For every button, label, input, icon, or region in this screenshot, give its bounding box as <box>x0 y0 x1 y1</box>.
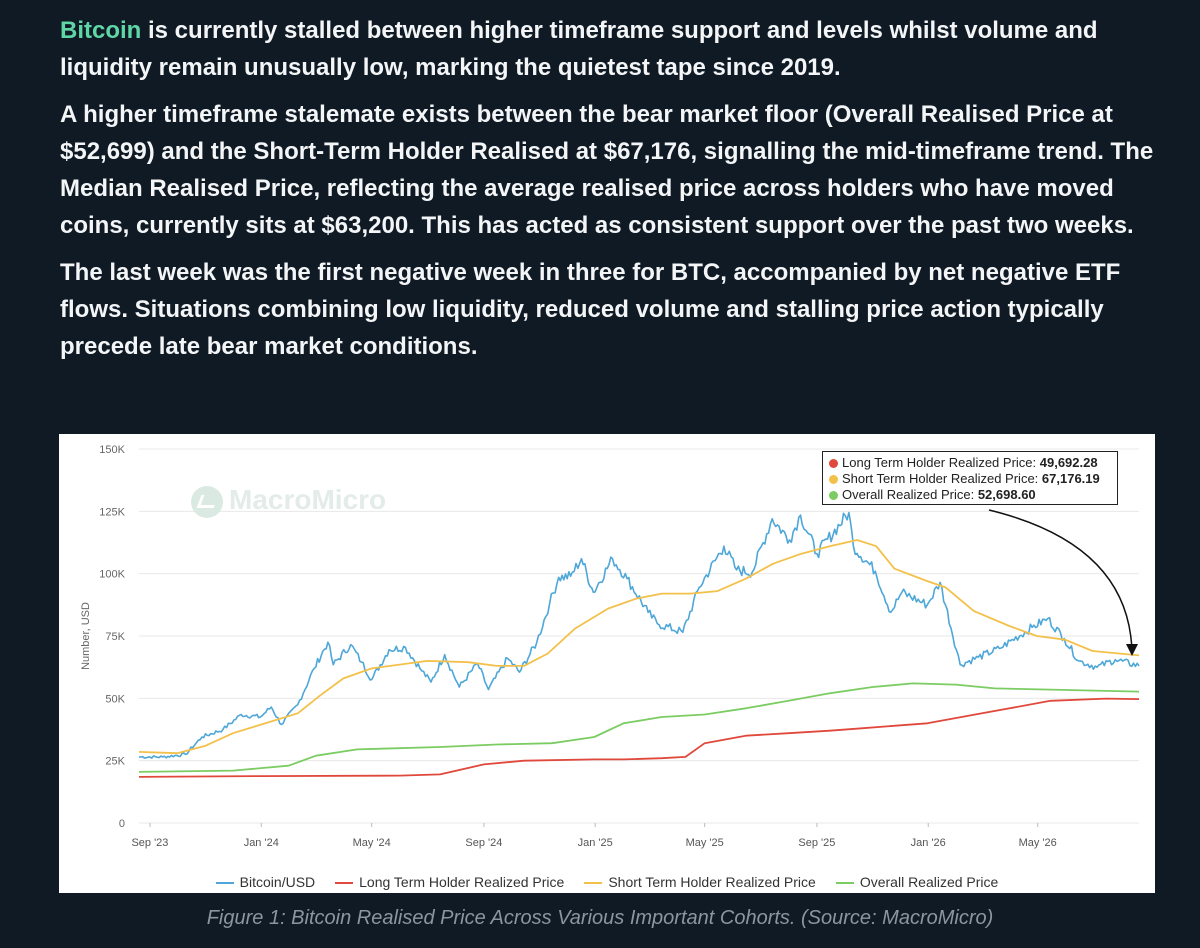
legend-item[interactable]: Long Term Holder Realized Price <box>335 874 564 890</box>
x-tick-label: Sep '24 <box>465 837 502 849</box>
paragraph-2: A higher timeframe stalemate exists betw… <box>60 101 1154 239</box>
tooltip-dot <box>829 459 838 468</box>
legend-swatch <box>215 882 234 885</box>
legend-label: Overall Realized Price <box>859 874 999 890</box>
x-tick-label: Sep '23 <box>131 837 168 849</box>
figure-caption: Figure 1: Bitcoin Realised Price Across … <box>206 907 994 929</box>
x-tick-label: May '25 <box>686 837 724 849</box>
tooltip-value: 52,698.60 <box>977 487 1036 502</box>
y-tick-label: 25K <box>105 756 125 768</box>
chart-card: 0 25K 50K 75K 100K 125K 150K Number, USD Sep '23… <box>59 434 1155 893</box>
y-tick-label: 100K <box>99 569 125 581</box>
legend-item[interactable]: Short Term Holder Realized Price <box>584 874 816 890</box>
legend-swatch <box>584 882 603 885</box>
series-line <box>138 539 1140 755</box>
series-line <box>138 682 1140 773</box>
tooltip-dot <box>829 475 838 484</box>
annotation-arrow <box>988 509 1133 653</box>
chart-legend: Bitcoin/USD Long Term Holder Realized Pri… <box>59 874 1155 892</box>
y-axis-title: Number, USD <box>80 602 92 670</box>
paragraph-1-text: is currently stalled between higher time… <box>60 17 1098 81</box>
series-line <box>138 697 1140 778</box>
tooltip-value: 67,176.19 <box>1041 471 1100 486</box>
tooltip-label: Short Term Holder Realized Price: <box>842 471 1042 486</box>
chart-tooltip: Long Term Holder Realized Price: 49,692.… <box>822 451 1118 505</box>
legend-label: Short Term Holder Realized Price <box>608 874 816 890</box>
tooltip-label: Overall Realized Price: <box>842 487 978 502</box>
annotation-arrowhead <box>1126 644 1138 656</box>
chart: 0 25K 50K 75K 100K 125K 150K Number, USD Sep '23… <box>80 444 1140 849</box>
legend-item[interactable]: Bitcoin/USD <box>215 874 316 890</box>
tooltip-label: Long Term Holder Realized Price: <box>842 455 1040 470</box>
legend-label: Bitcoin/USD <box>239 874 316 890</box>
legend-swatch <box>835 882 854 885</box>
x-tick-label: Jan '25 <box>578 837 613 849</box>
legend-item[interactable]: Overall Realized Price <box>835 874 999 890</box>
legend-label: Long Term Holder Realized Price <box>359 874 565 890</box>
y-tick-label: 50K <box>105 693 125 705</box>
article: Bitcoin is currently stalled between hig… <box>60 12 1170 375</box>
paragraph-1: Bitcoin is currently stalled between hig… <box>60 12 1170 86</box>
x-tick-label: May '24 <box>353 837 391 849</box>
tooltip-row: Long Term Holder Realized Price: 49,692.… <box>829 455 1111 471</box>
tooltip-dot <box>829 491 838 500</box>
tooltip-row: Overall Realized Price: 52,698.60 <box>829 487 1111 503</box>
paragraph-3: The last week was the first negative wee… <box>60 259 1121 360</box>
legend-swatch <box>335 882 354 885</box>
bitcoin-link[interactable]: Bitcoin <box>60 17 142 44</box>
y-tick-label: 125K <box>99 506 125 518</box>
tooltip-row: Short Term Holder Realized Price: 67,176… <box>829 471 1111 487</box>
x-tick-label: Jan '26 <box>911 837 946 849</box>
macromicro-logo: MacroMicro <box>191 482 386 518</box>
y-tick-label: 150K <box>99 444 125 456</box>
x-tick-label: Sep '25 <box>798 837 835 849</box>
tooltip-value: 49,692.28 <box>1039 455 1098 470</box>
macromicro-logo-icon <box>191 485 223 518</box>
y-tick-label: 75K <box>105 631 125 643</box>
series-line <box>138 511 1140 759</box>
x-tick-label: May '26 <box>1019 837 1057 849</box>
y-tick-label: 0 <box>119 818 125 830</box>
x-tick-label: Jan '24 <box>244 837 279 849</box>
